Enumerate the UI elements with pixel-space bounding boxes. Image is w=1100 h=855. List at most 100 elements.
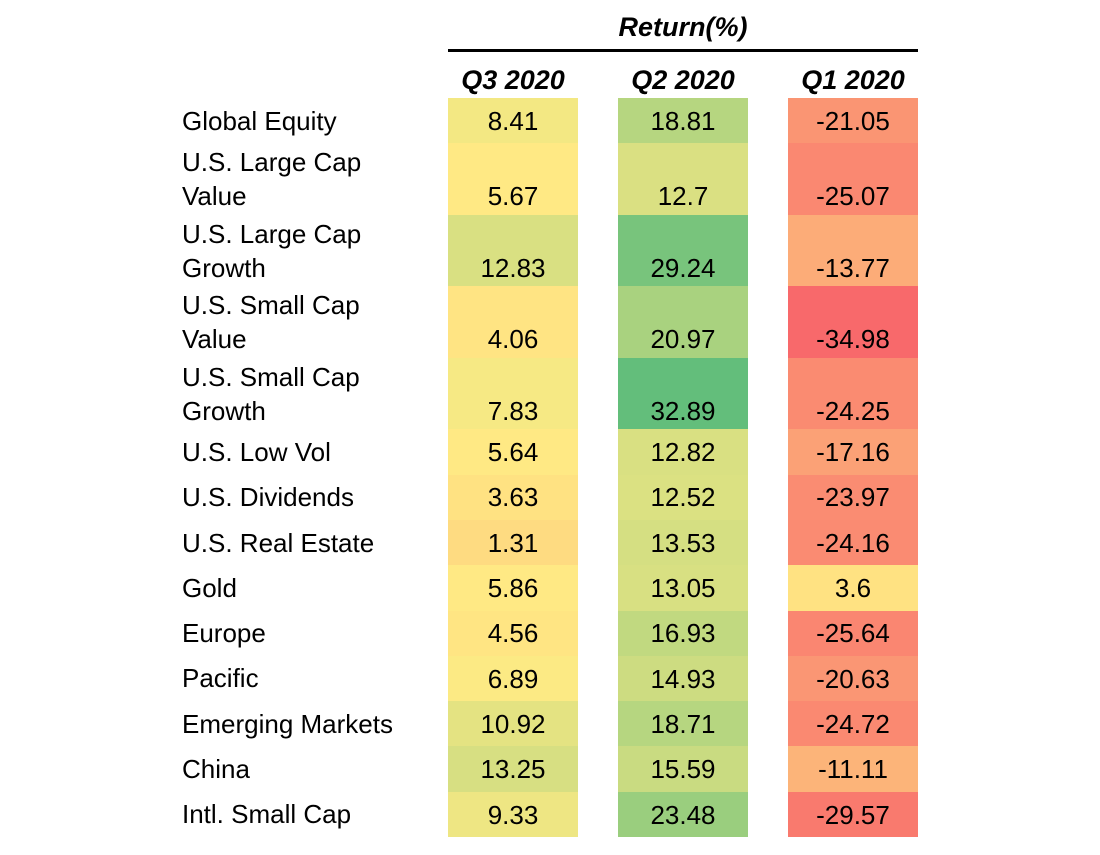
title-rule xyxy=(448,49,918,52)
table-cell: -17.16 xyxy=(788,429,918,476)
cell-value: 12.7 xyxy=(657,181,709,212)
cell-value: -29.57 xyxy=(816,799,890,830)
table-title: Return(%) xyxy=(618,12,748,42)
table-cell: -34.98 xyxy=(788,286,918,359)
row-label: U.S. Large Cap Growth xyxy=(182,218,362,283)
cell-value: -25.64 xyxy=(816,618,890,649)
table-cell: 12.7 xyxy=(618,143,748,216)
table-cell: 3.63 xyxy=(448,474,578,521)
table-cell: 5.67 xyxy=(448,143,578,216)
row-label: Global Equity xyxy=(182,105,337,136)
table-cell: 13.25 xyxy=(448,746,578,793)
cell-value: 5.64 xyxy=(487,437,539,468)
cell-value: 3.63 xyxy=(487,482,539,513)
table-cell: 1.31 xyxy=(448,519,578,566)
cell-value: 13.53 xyxy=(650,527,716,558)
table-cell: -24.25 xyxy=(788,357,918,430)
table-cell: 18.81 xyxy=(618,98,748,144)
table-cell: 12.52 xyxy=(618,474,748,521)
table-cell: 12.82 xyxy=(618,429,748,476)
row-label: U.S. Dividends xyxy=(182,482,354,513)
cell-value: -24.25 xyxy=(816,395,890,426)
table-cell: 32.89 xyxy=(618,357,748,430)
cell-value: 32.89 xyxy=(650,395,716,426)
row-label: Europe xyxy=(182,618,266,649)
cell-value: -25.07 xyxy=(816,181,890,212)
table-cell: 14.93 xyxy=(618,655,748,702)
table-cell: 29.24 xyxy=(618,214,748,287)
row-label: U.S. Large Cap Value xyxy=(182,147,362,212)
row-label: China xyxy=(182,754,250,785)
column-header: Q1 2020 xyxy=(801,65,905,95)
cell-value: 1.31 xyxy=(487,527,539,558)
table-cell: 5.86 xyxy=(448,565,578,611)
cell-value: 15.59 xyxy=(650,754,716,785)
row-label: U.S. Small Cap Value xyxy=(182,290,360,355)
row-label: U.S. Low Vol xyxy=(182,436,331,467)
cell-value: 20.97 xyxy=(650,324,716,355)
cell-value: 7.83 xyxy=(487,395,539,426)
table-cell: 3.6 xyxy=(788,565,918,611)
cell-value: 5.86 xyxy=(487,573,539,604)
table-cell: 8.41 xyxy=(448,98,578,144)
row-label: U.S. Real Estate xyxy=(182,527,375,558)
cell-value: -24.72 xyxy=(816,708,890,739)
cell-value: -24.16 xyxy=(816,527,890,558)
cell-value: 12.52 xyxy=(650,482,716,513)
table-cell: -29.57 xyxy=(788,791,918,838)
table-cell: 6.89 xyxy=(448,655,578,702)
cell-value: 12.83 xyxy=(480,252,546,283)
table-cell: 20.97 xyxy=(618,286,748,359)
cell-value: 8.41 xyxy=(487,105,539,136)
cell-value: -34.98 xyxy=(816,324,890,355)
table-cell: 18.71 xyxy=(618,701,748,747)
table-cell: 5.64 xyxy=(448,429,578,476)
cell-value: 23.48 xyxy=(650,799,716,830)
cell-value: -20.63 xyxy=(816,663,890,694)
table-cell: 15.59 xyxy=(618,746,748,793)
row-label: Pacific xyxy=(182,663,259,694)
cell-value: 3.6 xyxy=(834,573,872,604)
table-cell: -23.97 xyxy=(788,474,918,521)
cell-value: 4.56 xyxy=(487,618,539,649)
row-label: U.S. Small Cap Growth xyxy=(182,361,360,426)
table-cell: 4.06 xyxy=(448,286,578,359)
table-cell: -20.63 xyxy=(788,655,918,702)
table-cell: -24.72 xyxy=(788,701,918,747)
table-cell: -25.64 xyxy=(788,610,918,657)
row-label: Emerging Markets xyxy=(182,708,393,739)
row-label: Intl. Small Cap xyxy=(182,799,352,830)
table-cell: -25.07 xyxy=(788,143,918,216)
cell-value: 5.67 xyxy=(487,181,539,212)
table-cell: 7.83 xyxy=(448,357,578,430)
cell-value: -21.05 xyxy=(816,105,890,136)
cell-value: 18.81 xyxy=(650,105,716,136)
table-cell: 9.33 xyxy=(448,791,578,838)
table-cell: -11.11 xyxy=(788,746,918,793)
table-cell: 23.48 xyxy=(618,791,748,838)
table-cell: 13.05 xyxy=(618,565,748,611)
table-cell: -13.77 xyxy=(788,214,918,287)
column-header: Q3 2020 xyxy=(461,65,565,95)
cell-value: 10.92 xyxy=(480,708,546,739)
cell-value: 16.93 xyxy=(650,618,716,649)
table-cell: -24.16 xyxy=(788,519,918,566)
table-cell: 4.56 xyxy=(448,610,578,657)
cell-value: -11.11 xyxy=(818,754,888,785)
row-label: Gold xyxy=(182,572,237,603)
table-cell: 12.83 xyxy=(448,214,578,287)
cell-value: 18.71 xyxy=(650,708,716,739)
column-header: Q2 2020 xyxy=(631,65,735,95)
table-cell: 10.92 xyxy=(448,701,578,747)
table-cell: -21.05 xyxy=(788,98,918,144)
cell-value: -17.16 xyxy=(816,437,890,468)
cell-value: 9.33 xyxy=(487,799,539,830)
table-cell: 16.93 xyxy=(618,610,748,657)
cell-value: 13.25 xyxy=(480,754,546,785)
cell-value: 13.05 xyxy=(650,573,716,604)
cell-value: 4.06 xyxy=(487,324,539,355)
cell-value: 14.93 xyxy=(650,663,716,694)
cell-value: 12.82 xyxy=(650,437,716,468)
table-cell: 13.53 xyxy=(618,519,748,566)
cell-value: 6.89 xyxy=(487,663,539,694)
